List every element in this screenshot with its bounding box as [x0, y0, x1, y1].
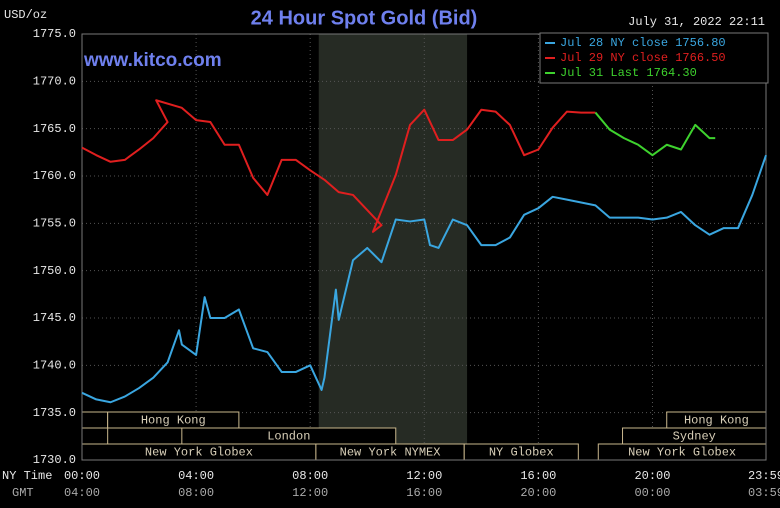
- session-label: Hong Kong: [141, 414, 206, 428]
- legend-entry: Jul 31 Last 1764.30: [560, 66, 697, 80]
- session-label: New York Globex: [628, 446, 736, 460]
- plot-area: Hong Kong Hong Kong London Sydney New York G…: [81, 33, 767, 461]
- x-tick-label-gmt: 20:00: [520, 486, 556, 500]
- legend-entry: Jul 28 NY close 1756.80: [560, 36, 726, 50]
- x-tick-label-gmt: 16:00: [406, 486, 442, 500]
- session-label: New York NYMEX: [340, 446, 441, 460]
- session-box: [107, 411, 240, 429]
- session-label: Hong Kong: [684, 414, 749, 428]
- session-label: Sydney: [673, 430, 716, 444]
- y-tick-label: 1730.0: [33, 453, 76, 467]
- x-tick-label: 04:00: [178, 469, 214, 483]
- x-row-label: GMT: [12, 486, 34, 500]
- plot-frame: [81, 33, 767, 461]
- y-tick-label: 1765.0: [33, 122, 76, 136]
- y-tick-label: 1735.0: [33, 406, 76, 420]
- session-box: [81, 427, 109, 445]
- chart-title: 24 Hour Spot Gold (Bid): [251, 7, 478, 29]
- y-tick-label: 1750.0: [33, 264, 76, 278]
- date: July 31, 2022 22:11: [628, 15, 765, 29]
- y-axis-label: USD/oz: [4, 8, 47, 22]
- x-tick-label-gmt: 03:59: [748, 486, 780, 500]
- legend-box: [539, 32, 769, 84]
- x-tick-label: 12:00: [406, 469, 442, 483]
- x-tick-label: 00:00: [64, 469, 100, 483]
- y-tick-label: 1745.0: [33, 311, 76, 325]
- x-row-label: NY Time: [2, 469, 52, 483]
- series-line: [81, 154, 767, 404]
- session-label: London: [267, 430, 310, 444]
- x-tick-label-gmt: 08:00: [178, 486, 214, 500]
- x-tick-label: 16:00: [520, 469, 556, 483]
- y-tick-label: 1770.0: [33, 75, 76, 89]
- x-tick-label-gmt: 00:00: [634, 486, 670, 500]
- x-tick-label: 23:59: [748, 469, 780, 483]
- x-tick-label: 08:00: [292, 469, 328, 483]
- legend-entry: Jul 29 NY close 1766.50: [560, 51, 726, 65]
- session-box: [81, 411, 109, 429]
- session-label: NY Globex: [489, 446, 554, 460]
- y-tick-label: 1740.0: [33, 359, 76, 373]
- y-tick-label: 1775.0: [33, 27, 76, 41]
- series-line: [81, 99, 596, 233]
- x-tick-label-gmt: 12:00: [292, 486, 328, 500]
- y-tick-label: 1760.0: [33, 169, 76, 183]
- series-line: [594, 111, 716, 157]
- x-tick-label-gmt: 04:00: [64, 486, 100, 500]
- session-label: New York Globex: [145, 446, 253, 460]
- watermark: www.kitco.com: [83, 50, 222, 71]
- x-tick-label: 20:00: [634, 469, 670, 483]
- shaded-session: [318, 34, 468, 460]
- y-tick-label: 1755.0: [33, 217, 76, 231]
